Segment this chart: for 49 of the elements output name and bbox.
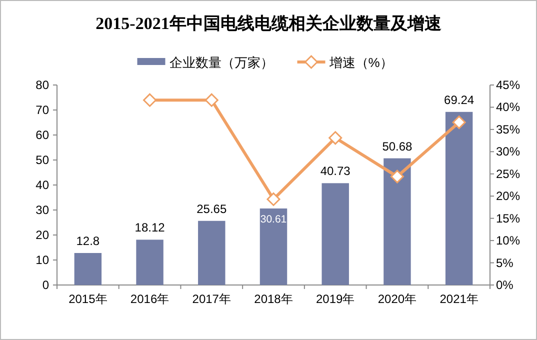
y2-tick-label: 0% — [496, 278, 514, 292]
legend-label: 企业数量（万家） — [169, 55, 274, 70]
y-tick-label: 20 — [36, 228, 50, 242]
bar — [445, 112, 473, 285]
x-tick-label: 2017年 — [192, 292, 231, 306]
x-tick-label: 2016年 — [130, 292, 170, 306]
point — [452, 116, 466, 130]
legend-label: 增速（%） — [328, 55, 393, 70]
y-tick-label: 30 — [36, 203, 50, 217]
y-tick-label: 60 — [36, 128, 50, 142]
data-label: 12.8 — [76, 234, 100, 248]
x-tick-label: 2019年 — [316, 292, 355, 306]
data-label: 25.65 — [196, 202, 227, 216]
x-tick-label: 2015年 — [68, 292, 108, 306]
y2-tick-label: 15% — [496, 211, 520, 226]
y-tick-label: 0 — [42, 278, 50, 292]
y2-tick-label: 45% — [496, 78, 520, 92]
data-label: 30.61 — [260, 213, 287, 226]
x-tick-label: 2021年 — [440, 292, 478, 306]
bar — [74, 253, 102, 285]
bar — [260, 208, 288, 285]
y2-tick-label: 20% — [496, 189, 520, 204]
chart-title: 2015-2021年中国电线电缆相关企业数量及增速 — [96, 14, 442, 33]
y-tick-label: 80 — [36, 78, 50, 92]
point — [390, 170, 404, 184]
y-tick-label: 70 — [36, 103, 50, 117]
y-tick-label: 40 — [36, 178, 50, 192]
data-label: 40.73 — [320, 164, 351, 178]
y2-tick-label: 30% — [496, 144, 520, 159]
y-tick-label: 10 — [36, 253, 50, 267]
y2-tick-label: 10% — [496, 234, 520, 248]
y-tick-label: 50 — [36, 153, 50, 167]
y2-tick-label: 35% — [496, 122, 520, 136]
point — [143, 93, 157, 107]
point — [266, 192, 280, 206]
y2-tick-label: 25% — [496, 166, 520, 181]
data-label: 69.24 — [444, 92, 474, 107]
y2-tick-label: 5% — [496, 256, 514, 270]
point — [204, 93, 218, 107]
bar — [136, 240, 164, 285]
bar — [198, 220, 226, 285]
bar — [322, 183, 349, 285]
x-tick-label: 2020年 — [378, 292, 417, 306]
point — [328, 131, 342, 145]
y2-tick-label: 40% — [496, 100, 520, 114]
bar — [384, 158, 411, 285]
data-label: 18.12 — [134, 220, 166, 235]
x-tick-label: 2018年 — [254, 292, 293, 306]
data-label: 50.68 — [382, 139, 413, 154]
